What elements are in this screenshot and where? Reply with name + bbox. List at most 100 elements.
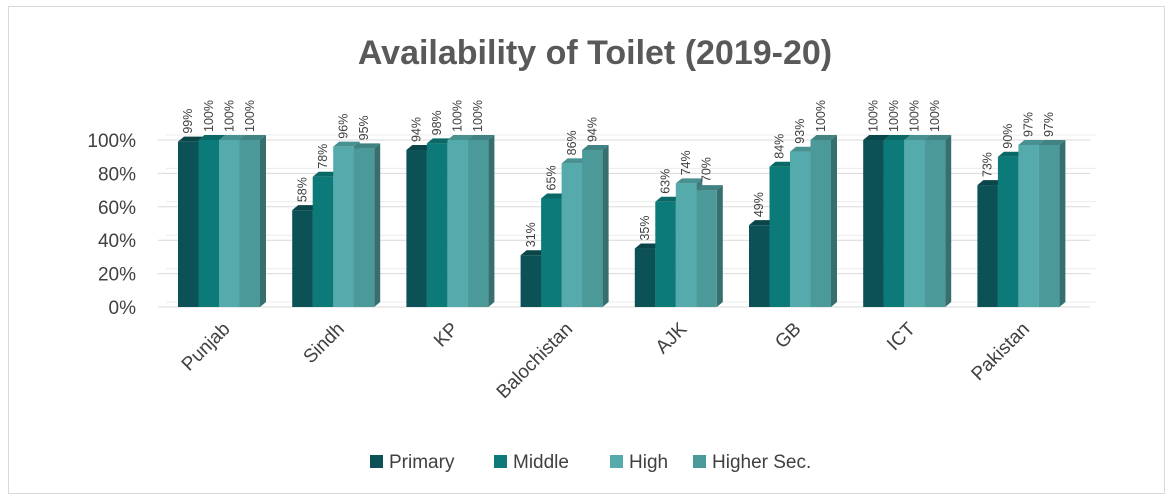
y-tick-label: 80% (98, 164, 136, 185)
bar-side (602, 145, 609, 307)
bar-front (198, 140, 219, 307)
category-label-punjab: Punjab (178, 319, 235, 376)
legend-item-high: High (610, 452, 668, 473)
bar-front (292, 210, 313, 307)
bar-front (1038, 145, 1060, 307)
bar-side (260, 135, 266, 307)
bar-group-kp (406, 135, 495, 307)
data-label-ajk-high: 74% (679, 150, 693, 175)
bar-group-punjab (178, 135, 266, 307)
data-label-gb-higher-sec: 100% (814, 100, 828, 132)
bar-top (541, 193, 568, 199)
bar-group-ict (863, 135, 952, 307)
data-label-sindh-primary: 58% (295, 177, 309, 202)
bar-top (790, 146, 817, 152)
bar-front (790, 151, 811, 307)
bar-top (997, 151, 1025, 157)
bar-group-balochistan (520, 145, 609, 307)
legend-item-middle: Middle (494, 452, 569, 473)
category-labels: Punjab Sindh KP Balochistan AJK GB ICT Pakistan (178, 318, 1034, 403)
bar-front (467, 140, 489, 307)
bar-kp-higher-sec (467, 135, 495, 307)
data-label-pakistan-higher-sec: 97% (1042, 112, 1056, 137)
bar-top (520, 250, 548, 256)
y-tick-label: 60% (98, 198, 136, 219)
bar-front (977, 185, 998, 307)
bar-punjab-higher-sec (239, 135, 266, 307)
bar-top (239, 135, 266, 140)
data-label-pakistan-high: 97% (1022, 112, 1036, 137)
bar-front (904, 140, 925, 307)
data-labels: 99% 100% 100% 100% 58% 78% 96% 95% 94% 98% 100% 100… (181, 100, 1056, 247)
bar-front (883, 140, 905, 307)
bar-side (488, 135, 495, 307)
bar-top (353, 143, 381, 149)
bar-front (333, 146, 354, 307)
bar-front (178, 141, 199, 307)
data-label-punjab-higher-sec: 100% (243, 100, 257, 132)
category-label-balochistan: Balochistan (493, 319, 577, 403)
bar-top (655, 196, 682, 202)
bar-front (239, 140, 260, 307)
y-tick-label: 0% (109, 298, 137, 319)
bar-side (945, 135, 952, 307)
data-label-balochistan-higher-sec: 94% (585, 117, 599, 142)
data-label-kp-primary: 94% (410, 117, 424, 142)
bar-group-pakistan (977, 140, 1066, 307)
bar-front (447, 140, 468, 307)
y-tick-label: 40% (98, 231, 136, 252)
legend-item-higher-sec: Higher Sec. (693, 452, 811, 473)
category-label-pakistan: Pakistan (968, 319, 1034, 385)
bar-front (810, 140, 831, 307)
data-label-kp-high: 100% (451, 100, 465, 132)
bar-top (426, 138, 454, 144)
data-label-punjab-middle: 100% (202, 100, 216, 132)
bar-side (374, 143, 381, 307)
data-label-pakistan-middle: 90% (1001, 124, 1015, 149)
bar-pakistan-higher-sec (1038, 140, 1066, 307)
bar-side (716, 185, 723, 307)
bar-ajk-higher-sec (696, 185, 723, 307)
data-label-gb-high: 93% (793, 119, 807, 144)
data-label-gb-middle: 84% (773, 134, 787, 159)
bar-gb-higher-sec (810, 135, 837, 307)
data-label-ict-middle: 100% (887, 100, 901, 132)
data-label-gb-primary: 49% (752, 192, 766, 217)
bar-top (333, 141, 360, 147)
bar-front (561, 163, 583, 307)
data-label-ict-high: 100% (907, 100, 921, 132)
y-tick-label: 20% (98, 265, 136, 286)
bar-top (1018, 140, 1045, 146)
data-label-sindh-middle: 78% (316, 144, 330, 169)
bar-side (1059, 140, 1066, 307)
bar-front (675, 183, 697, 307)
bar-front (406, 150, 427, 307)
bar-top (198, 135, 225, 140)
bar-top (810, 135, 837, 140)
bar-front (541, 198, 562, 307)
bar-front (634, 248, 656, 307)
legend-label: Higher Sec. (712, 452, 811, 473)
bar-front (353, 148, 375, 307)
bar-group-ajk (634, 178, 723, 307)
bar-front (520, 255, 542, 307)
y-tick-label: 100% (87, 131, 136, 152)
bar-front (997, 156, 1019, 307)
chart-title: Availability of Toilet (2019-20) (358, 34, 832, 72)
bar-front (749, 225, 770, 307)
category-label-ajk: AJK (652, 318, 692, 358)
bars (178, 135, 1066, 307)
bar-top (675, 178, 703, 184)
category-label-gb: GB (771, 319, 805, 353)
bar-front (1018, 145, 1039, 307)
bar-top (1038, 140, 1066, 146)
data-label-ajk-middle: 63% (659, 169, 673, 194)
bar-front (769, 166, 790, 307)
bar-front (312, 176, 334, 307)
category-label-ict: ICT (883, 318, 920, 355)
bar-front (426, 143, 448, 307)
data-label-ict-primary: 100% (866, 100, 880, 132)
bar-front (863, 140, 884, 307)
category-label-sindh: Sindh (300, 319, 349, 368)
